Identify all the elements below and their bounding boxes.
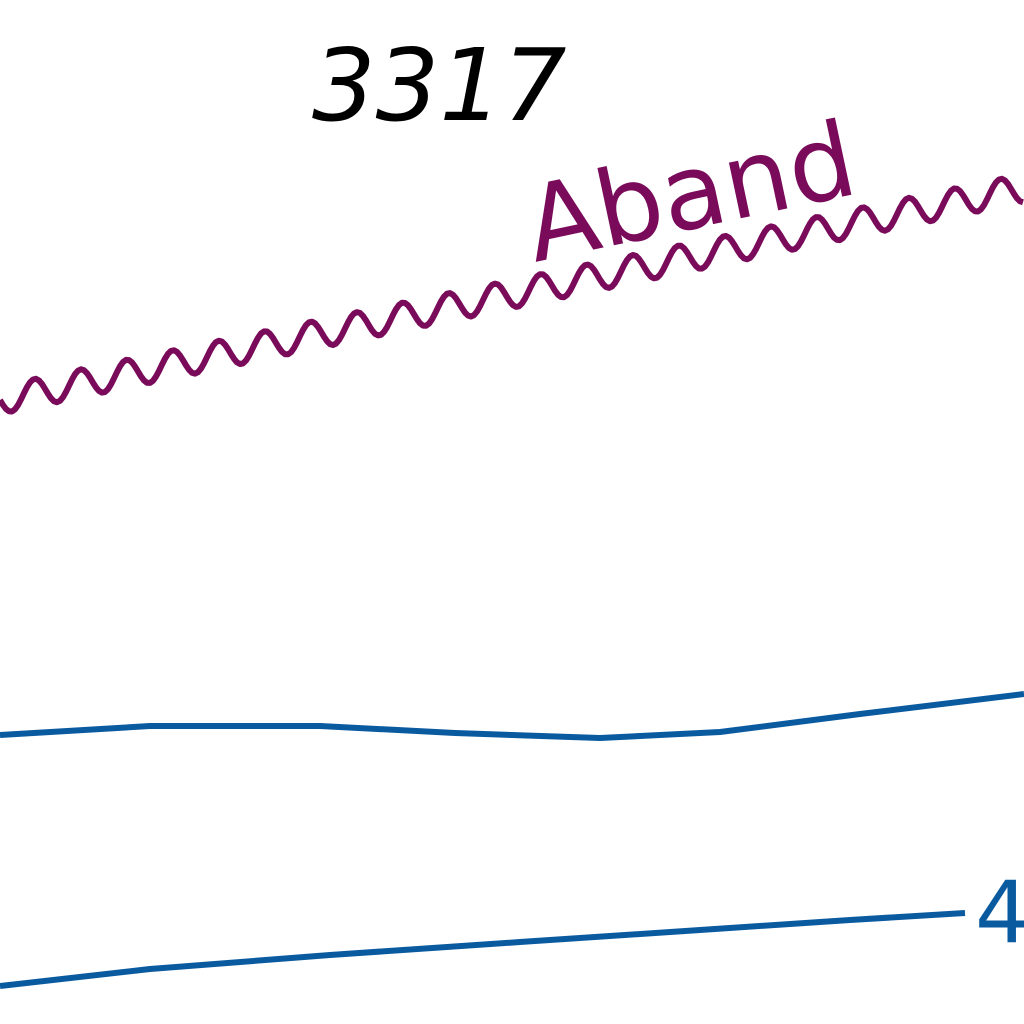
road-number-label: 4 [975,863,1024,963]
elevation-label: 3317 [312,27,567,144]
